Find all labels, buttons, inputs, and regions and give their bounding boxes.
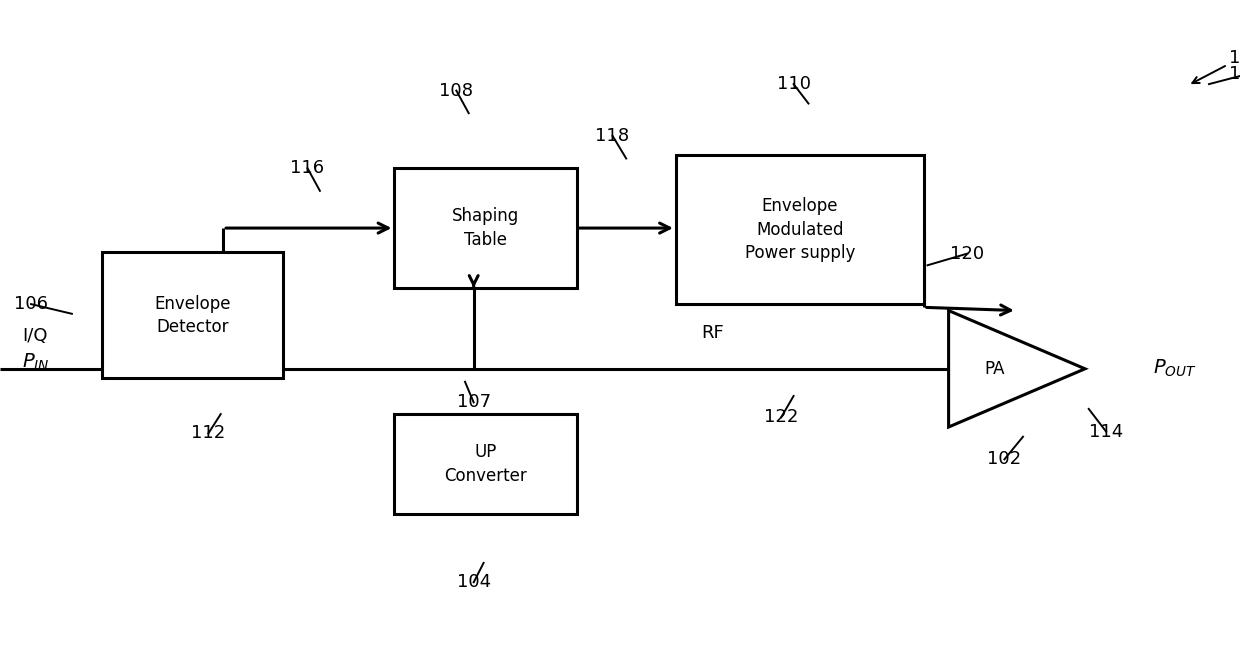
Bar (394, 168, 577, 288)
Text: 118: 118 (595, 127, 630, 145)
Bar (394, 414, 577, 514)
Text: 108: 108 (439, 82, 474, 100)
Text: 100: 100 (1229, 49, 1240, 67)
Text: 120: 120 (950, 245, 985, 263)
Text: 100: 100 (1229, 65, 1240, 83)
Text: $P_{OUT}$: $P_{OUT}$ (1153, 358, 1197, 379)
Text: 107: 107 (456, 393, 491, 411)
Text: 104: 104 (456, 573, 491, 591)
Text: I/Q: I/Q (22, 327, 48, 345)
Text: 102: 102 (987, 450, 1022, 468)
Bar (676, 155, 924, 304)
Text: Envelope
Detector: Envelope Detector (154, 294, 231, 336)
Text: Shaping
Table: Shaping Table (451, 207, 520, 249)
Text: 116: 116 (290, 159, 325, 177)
Text: 106: 106 (14, 295, 48, 313)
Text: Envelope
Modulated
Power supply: Envelope Modulated Power supply (744, 197, 856, 262)
Text: $P_{IN}$: $P_{IN}$ (22, 352, 50, 373)
Text: PA: PA (985, 360, 1004, 378)
Text: UP
Converter: UP Converter (444, 443, 527, 485)
Text: RF: RF (702, 324, 724, 342)
Text: 122: 122 (764, 408, 799, 426)
Text: 114: 114 (1089, 422, 1123, 441)
Text: 110: 110 (776, 75, 811, 93)
Text: 112: 112 (191, 424, 226, 443)
Bar (102, 252, 283, 378)
Polygon shape (949, 311, 1085, 427)
